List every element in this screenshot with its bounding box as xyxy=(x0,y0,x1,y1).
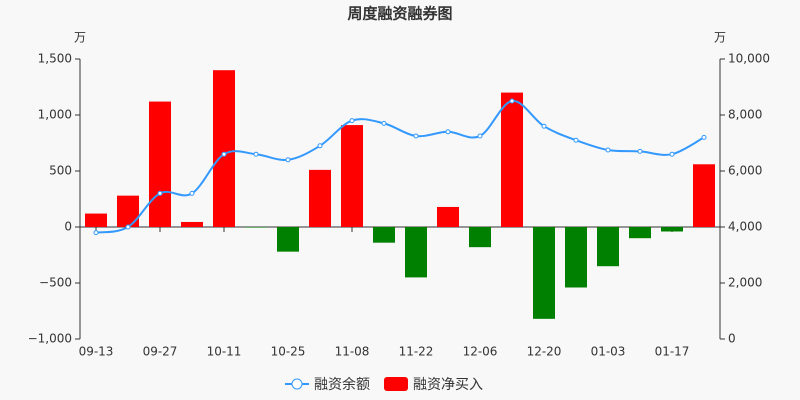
x-tick-label: 12-06 xyxy=(463,345,498,359)
legend-icon xyxy=(291,378,303,390)
bar xyxy=(213,70,235,227)
x-tick-label: 12-20 xyxy=(527,345,562,359)
line-point xyxy=(253,151,259,157)
bar xyxy=(693,164,715,227)
bar xyxy=(245,227,267,228)
bar xyxy=(661,227,683,232)
line-point xyxy=(157,190,163,196)
line-point xyxy=(669,151,675,157)
line-point xyxy=(125,224,131,230)
bar xyxy=(149,101,171,227)
legend-label: 融资余额 xyxy=(314,376,370,393)
x-tick-label: 09-13 xyxy=(79,345,114,359)
y-tick-label: 1,500 xyxy=(38,52,72,66)
x-tick-label: 09-27 xyxy=(143,345,178,359)
y2-tick-label: 10,000 xyxy=(728,52,770,66)
line-point xyxy=(413,133,419,139)
chart-title: 周度融资融券图 xyxy=(347,5,452,23)
x-tick-label: 10-11 xyxy=(207,345,242,359)
bar xyxy=(533,227,555,319)
y-tick-label: 1,000 xyxy=(38,108,72,122)
bar xyxy=(181,221,203,227)
line-point xyxy=(221,151,227,157)
line-point xyxy=(541,123,547,129)
bar xyxy=(565,227,587,288)
line-point xyxy=(381,120,387,126)
line-point xyxy=(285,157,291,163)
legend-icon xyxy=(384,377,408,391)
y2-unit: 万 xyxy=(714,31,726,45)
line-point xyxy=(317,143,323,149)
line-point xyxy=(477,133,483,139)
x-tick-label: 11-22 xyxy=(399,345,434,359)
line-point xyxy=(605,147,611,153)
y-tick-label: −1,000 xyxy=(28,332,72,346)
y2-tick-label: 8,000 xyxy=(728,108,762,122)
line-point xyxy=(573,137,579,143)
line-point xyxy=(701,134,707,140)
line-point xyxy=(445,129,451,135)
line-point xyxy=(349,118,355,124)
y-unit: 万 xyxy=(74,31,86,45)
y2-tick-label: 6,000 xyxy=(728,164,762,178)
bar xyxy=(373,227,395,243)
bar xyxy=(309,169,331,227)
bar xyxy=(437,206,459,227)
bar xyxy=(85,213,107,227)
bar xyxy=(597,227,619,267)
y-tick-label: 0 xyxy=(64,220,72,234)
line-point xyxy=(189,190,195,196)
y-tick-label: −500 xyxy=(39,276,72,290)
x-tick-label: 01-17 xyxy=(655,345,690,359)
y2-tick-label: 4,000 xyxy=(728,220,762,234)
x-tick-label: 01-03 xyxy=(591,345,626,359)
bar xyxy=(501,92,523,227)
bar xyxy=(277,227,299,252)
bar xyxy=(341,125,363,227)
bar xyxy=(629,227,651,239)
x-tick-label: 10-25 xyxy=(271,345,306,359)
line-point xyxy=(93,230,99,236)
line-point xyxy=(509,98,515,104)
y2-tick-label: 0 xyxy=(728,332,736,346)
bar xyxy=(117,195,139,227)
y-tick-label: 500 xyxy=(49,164,72,178)
legend-label: 融资净买入 xyxy=(413,377,483,393)
line-point xyxy=(637,148,643,154)
y2-tick-label: 2,000 xyxy=(728,276,762,290)
line xyxy=(95,99,705,234)
bar xyxy=(469,227,491,248)
bar xyxy=(405,227,427,278)
x-tick-label: 11-08 xyxy=(335,345,370,359)
